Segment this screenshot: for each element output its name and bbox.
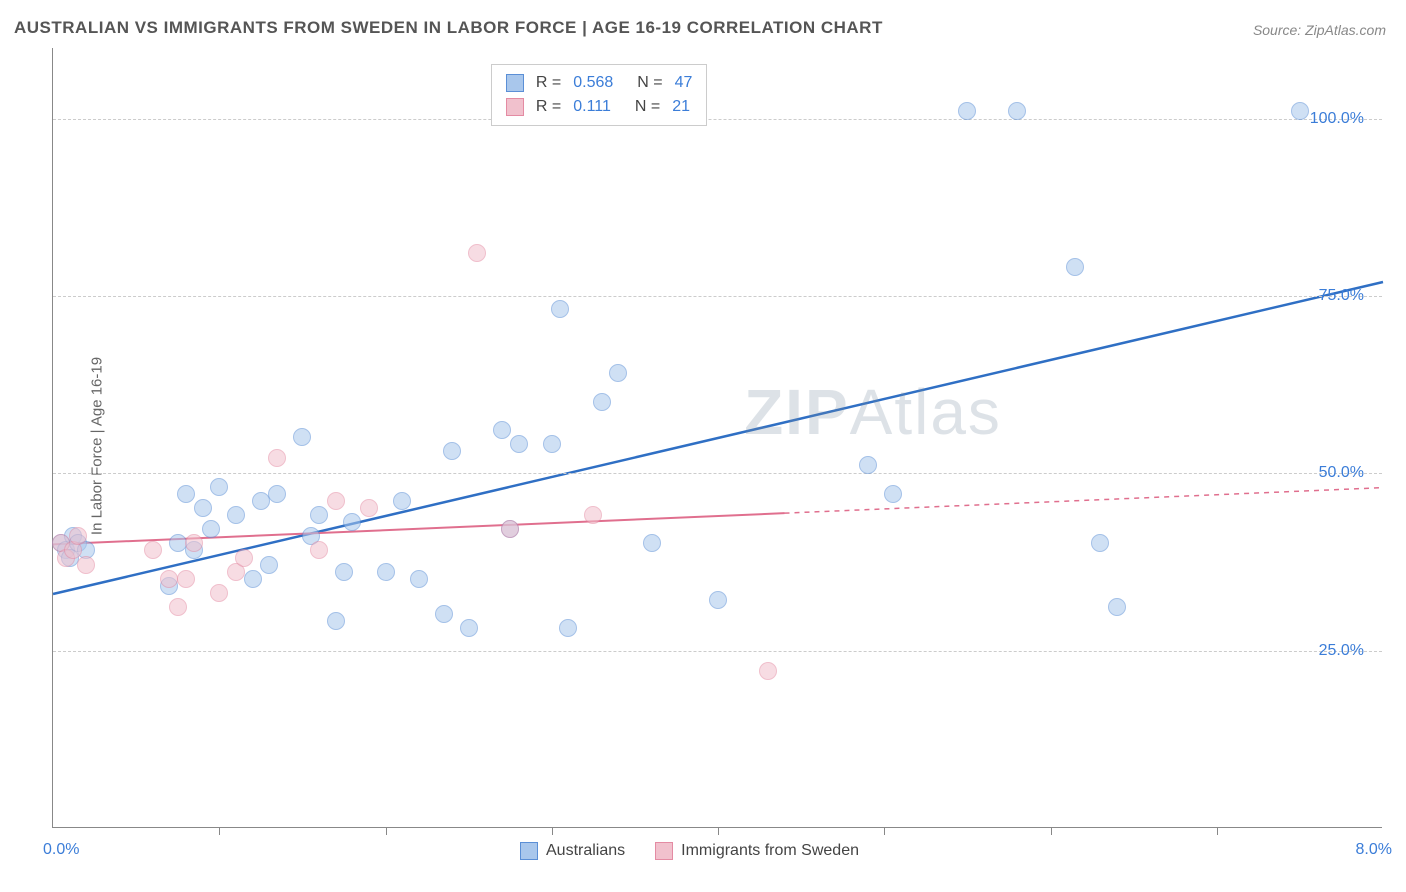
y-tick-label: 25.0%: [1319, 642, 1364, 660]
trend-lines: [53, 48, 1382, 827]
gridline: [53, 296, 1382, 297]
data-point: [144, 541, 162, 559]
data-point: [360, 499, 378, 517]
data-point: [169, 598, 187, 616]
data-point: [435, 605, 453, 623]
stat-n-label: N =: [635, 98, 660, 116]
x-tick: [1217, 827, 1218, 835]
x-tick: [1051, 827, 1052, 835]
legend-label: Immigrants from Sweden: [681, 842, 859, 860]
data-point: [177, 570, 195, 588]
stat-r-value: 0.111: [573, 98, 611, 116]
data-point: [327, 492, 345, 510]
data-point: [310, 506, 328, 524]
data-point: [77, 556, 95, 574]
data-point: [185, 534, 203, 552]
data-point: [468, 244, 486, 262]
x-min-label: 0.0%: [43, 841, 79, 859]
x-tick: [219, 827, 220, 835]
gridline: [53, 473, 1382, 474]
stat-n-value: 21: [672, 98, 690, 116]
chart-container: AUSTRALIAN VS IMMIGRANTS FROM SWEDEN IN …: [0, 0, 1406, 892]
x-max-label: 8.0%: [1356, 841, 1392, 859]
y-tick-label: 75.0%: [1319, 287, 1364, 305]
data-point: [202, 520, 220, 538]
legend-swatch: [506, 74, 524, 92]
stat-r-label: R =: [536, 74, 561, 92]
x-tick: [718, 827, 719, 835]
data-point: [194, 499, 212, 517]
data-point: [252, 492, 270, 510]
data-point: [759, 662, 777, 680]
legend-item: Australians: [520, 842, 625, 860]
data-point: [343, 513, 361, 531]
data-point: [1091, 534, 1109, 552]
source-label: Source: ZipAtlas.com: [1253, 22, 1386, 38]
data-point: [310, 541, 328, 559]
data-point: [268, 485, 286, 503]
data-point: [69, 527, 87, 545]
data-point: [169, 534, 187, 552]
data-point: [510, 435, 528, 453]
legend-swatch: [655, 842, 673, 860]
stat-r-value: 0.568: [573, 74, 613, 92]
data-point: [859, 456, 877, 474]
data-point: [1008, 102, 1026, 120]
data-point: [260, 556, 278, 574]
data-point: [884, 485, 902, 503]
data-point: [227, 506, 245, 524]
stat-n-value: 47: [675, 74, 693, 92]
legend-item: Immigrants from Sweden: [655, 842, 859, 860]
data-point: [443, 442, 461, 460]
data-point: [393, 492, 411, 510]
data-point: [584, 506, 602, 524]
correlation-legend: R = 0.568 N = 47 R = 0.111 N = 21: [491, 64, 708, 126]
legend-label: Australians: [546, 842, 625, 860]
data-point: [210, 584, 228, 602]
x-tick: [552, 827, 553, 835]
data-point: [593, 393, 611, 411]
plot-area: ZIPAtlas 25.0%50.0%75.0%100.0%0.0%8.0%: [52, 48, 1382, 828]
data-point: [493, 421, 511, 439]
data-point: [293, 428, 311, 446]
data-point: [559, 619, 577, 637]
data-point: [501, 520, 519, 538]
stat-n-label: N =: [637, 74, 662, 92]
data-point: [335, 563, 353, 581]
y-tick-label: 50.0%: [1319, 464, 1364, 482]
x-tick: [884, 827, 885, 835]
data-point: [643, 534, 661, 552]
data-point: [177, 485, 195, 503]
series-legend: Australians Immigrants from Sweden: [520, 842, 859, 860]
data-point: [551, 300, 569, 318]
data-point: [327, 612, 345, 630]
data-point: [958, 102, 976, 120]
data-point: [1108, 598, 1126, 616]
x-tick: [386, 827, 387, 835]
data-point: [244, 570, 262, 588]
data-point: [210, 478, 228, 496]
data-point: [709, 591, 727, 609]
chart-title: AUSTRALIAN VS IMMIGRANTS FROM SWEDEN IN …: [14, 18, 883, 38]
gridline: [53, 651, 1382, 652]
legend-swatch: [506, 98, 524, 116]
data-point: [160, 570, 178, 588]
legend-swatch: [520, 842, 538, 860]
gridline: [53, 119, 1382, 120]
data-point: [377, 563, 395, 581]
data-point: [268, 449, 286, 467]
data-point: [235, 549, 253, 567]
stat-r-label: R =: [536, 98, 561, 116]
data-point: [1291, 102, 1309, 120]
data-point: [410, 570, 428, 588]
data-point: [609, 364, 627, 382]
data-point: [460, 619, 478, 637]
y-tick-label: 100.0%: [1310, 110, 1364, 128]
data-point: [543, 435, 561, 453]
data-point: [1066, 258, 1084, 276]
